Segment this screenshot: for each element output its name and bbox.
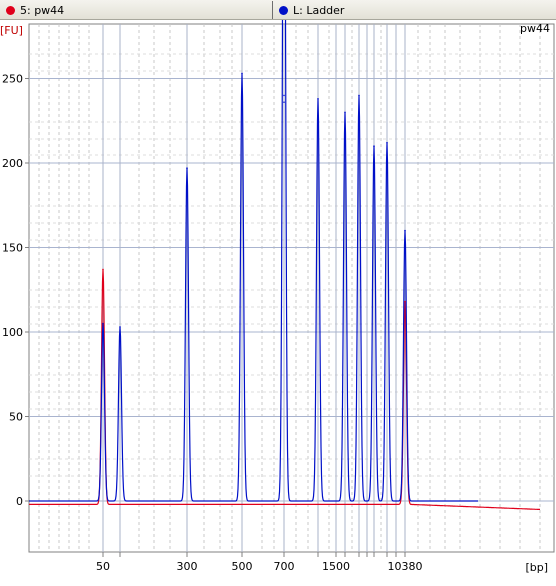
y-tick-label: 150 <box>2 242 23 255</box>
x-tick-label: 500 <box>232 560 253 573</box>
x-axis-ticks: 50 300 500 700 1500 10380 <box>96 552 423 573</box>
ladder-peak-point <box>344 111 346 114</box>
legend-divider <box>272 1 273 19</box>
x-axis-unit-label: [bp] <box>525 561 548 574</box>
sample-peak-point <box>102 268 104 271</box>
y-tick-label: 50 <box>9 411 23 424</box>
x-tick-label: 700 <box>274 560 295 573</box>
y-tick-label: 250 <box>2 73 23 86</box>
ladder-peak-point <box>102 322 104 325</box>
y-tick-label: 200 <box>2 157 23 170</box>
electropherogram-chart: 0 50 100 150 200 250 50 300 500 700 1500 10380 [FU… <box>0 20 555 574</box>
y-tick-label: 100 <box>2 326 23 339</box>
ladder-peak-point <box>283 101 285 103</box>
legend-label-ladder: L: Ladder <box>293 3 345 17</box>
ladder-peak-point <box>317 97 319 100</box>
traces <box>29 20 540 510</box>
legend-label-sample: 5: pw44 <box>20 3 65 17</box>
ladder-peak-point <box>119 326 121 328</box>
x-tick-label: 1500 <box>322 560 350 573</box>
trace-sample-pw44 <box>29 269 540 510</box>
ladder-peak-point <box>373 145 375 147</box>
legend-item-ladder[interactable]: L: Ladder <box>279 0 344 20</box>
red-dot-icon <box>6 5 15 15</box>
plot-area <box>28 23 555 553</box>
ladder-peak-point <box>386 141 388 144</box>
legend-bar: 5: pw44 L: Ladder <box>0 0 556 20</box>
legend-item-sample[interactable]: 5: pw44 <box>6 0 64 20</box>
y-axis-unit-label: [FU] <box>0 24 23 37</box>
sample-peak-point <box>404 300 406 303</box>
blue-dot-icon <box>279 5 288 15</box>
grid-lines <box>29 24 554 552</box>
sample-name-label: pw44 <box>520 22 550 35</box>
trace-ladder <box>29 20 478 502</box>
x-tick-label: 50 <box>96 560 110 573</box>
ladder-peak-point <box>241 72 243 75</box>
y-axis-ticks: 0 50 100 150 200 250 <box>2 73 29 508</box>
ladder-peak-point <box>404 229 406 232</box>
y-tick-label: 0 <box>16 495 23 508</box>
x-tick-label: 10380 <box>388 560 423 573</box>
ladder-peak-point <box>186 167 188 169</box>
ladder-peak-point <box>358 94 360 97</box>
ladder-peak-point <box>283 94 285 97</box>
x-tick-label: 300 <box>177 560 198 573</box>
